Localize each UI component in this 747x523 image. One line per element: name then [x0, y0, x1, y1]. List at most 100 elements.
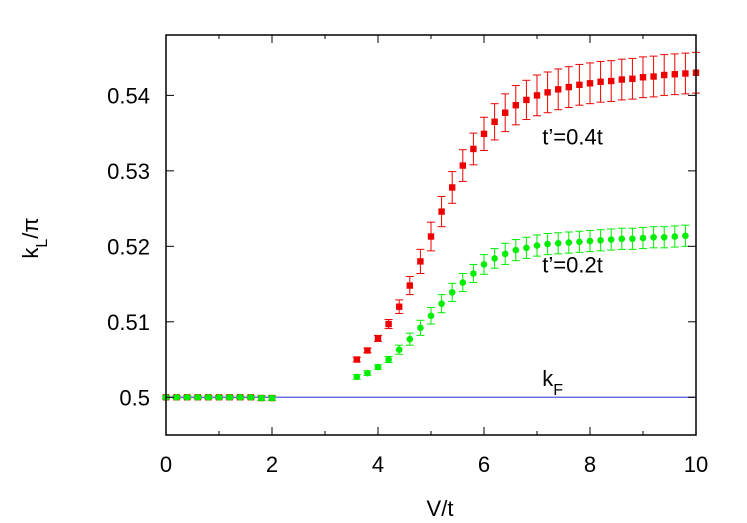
series-1: [162, 224, 690, 402]
x-tick-label: 2: [266, 452, 278, 477]
x-tick-label: 0: [160, 452, 172, 477]
data-point: [470, 270, 477, 277]
annotations: t’=0.4t t’=0.2t kF: [542, 124, 603, 398]
x-tick-label: 10: [684, 452, 708, 477]
annotation-label: t’=0.2t: [542, 253, 603, 278]
data-point: [480, 130, 488, 138]
data-point: [480, 261, 488, 268]
data-point: [555, 86, 562, 93]
y-axis-label-rest: /π: [18, 217, 43, 238]
data-point: [523, 96, 530, 104]
data-point: [438, 208, 445, 215]
data-point: [258, 394, 265, 402]
data-point: [650, 73, 657, 80]
data-point: [554, 240, 562, 247]
y-tick-label: 0.53: [107, 159, 150, 184]
data-point: [639, 74, 647, 81]
y-tick-label: 0.52: [107, 234, 150, 259]
y-tick-label: 0.54: [107, 83, 150, 108]
y-axis-label-main: k: [18, 247, 43, 259]
data-point: [396, 303, 403, 310]
data-point: [576, 81, 583, 89]
data-point: [533, 242, 541, 249]
data-point: [459, 279, 467, 286]
y-tick-label: 0.5: [119, 385, 150, 410]
data-point: [629, 75, 636, 82]
data-point: [226, 393, 233, 401]
data-point: [406, 282, 413, 289]
data-point: [183, 393, 191, 401]
data-point: [459, 162, 466, 169]
data-point: [682, 232, 689, 240]
data-point: [374, 335, 382, 342]
annotation-label: t’=0.4t: [542, 124, 603, 149]
data-point: [364, 369, 371, 377]
data-point: [671, 233, 679, 240]
data-point: [374, 363, 382, 371]
data-point: [682, 70, 689, 77]
x-tick-label: 8: [584, 452, 596, 477]
data-point: [629, 235, 636, 243]
data-point: [586, 80, 594, 87]
axis-ticks: 0 2 4 6 8 10 0.5 0.51 0.52 0.53 0.54: [107, 35, 708, 477]
data-point: [544, 240, 551, 248]
data-point: [417, 324, 424, 332]
data-point: [215, 393, 223, 401]
data-point: [533, 92, 541, 99]
data-point: [502, 109, 509, 116]
data-point: [491, 118, 498, 125]
x-tick-label: 4: [372, 452, 384, 477]
data-point: [650, 233, 657, 241]
x-axis-label: V/t: [427, 496, 454, 521]
data-point: [427, 233, 435, 240]
x-tick-label: 6: [478, 452, 490, 477]
data-point: [565, 239, 573, 246]
data-point: [671, 71, 678, 78]
data-point: [364, 347, 371, 354]
data-point: [406, 335, 414, 343]
data-point: [427, 312, 435, 320]
data-point: [385, 320, 392, 328]
data-point: [586, 237, 594, 245]
data-point: [607, 236, 615, 243]
data-point: [597, 236, 604, 244]
y-axis-label: kL/π: [18, 217, 51, 258]
data-point: [639, 234, 647, 242]
data-point: [385, 356, 392, 363]
series-0: [162, 51, 700, 402]
data-point: [194, 393, 202, 401]
data-point: [173, 393, 180, 401]
data-point: [353, 373, 361, 381]
data-point: [618, 76, 625, 83]
y-axis-label-sub: L: [34, 239, 51, 248]
data-point: [247, 393, 255, 401]
data-point: [470, 145, 477, 153]
data-point: [608, 77, 615, 85]
data-point: [353, 356, 360, 363]
data-point: [448, 289, 456, 296]
data-point: [661, 71, 668, 79]
annotation-main: k: [542, 366, 554, 391]
plot-area: [162, 51, 700, 402]
data-point: [449, 184, 456, 191]
data-point: [417, 258, 424, 265]
data-point: [501, 250, 509, 258]
data-point: [205, 393, 212, 401]
data-point: [618, 235, 626, 243]
data-point: [512, 101, 519, 109]
data-point: [523, 244, 530, 252]
data-point: [512, 246, 520, 254]
annotation-sub: F: [553, 381, 563, 398]
data-point: [660, 233, 668, 241]
data-point: [544, 89, 551, 96]
data-point: [395, 346, 403, 354]
data-point: [597, 78, 604, 85]
y-tick-label: 0.51: [107, 310, 150, 335]
data-point: [576, 238, 583, 246]
data-point: [236, 393, 244, 401]
data-point: [438, 300, 445, 307]
data-point: [268, 394, 276, 402]
data-point: [565, 83, 572, 91]
data-point: [491, 255, 498, 262]
